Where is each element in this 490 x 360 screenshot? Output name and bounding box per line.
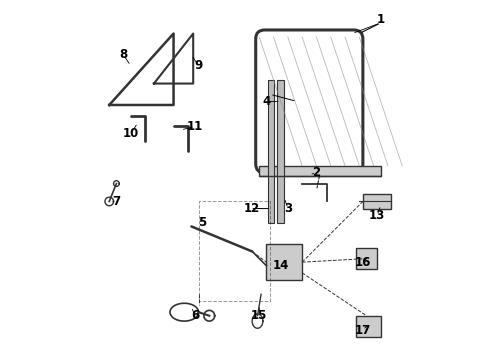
Text: 17: 17 bbox=[355, 324, 371, 337]
Text: 8: 8 bbox=[120, 49, 128, 62]
Text: 5: 5 bbox=[198, 216, 206, 229]
Text: 12: 12 bbox=[244, 202, 260, 215]
Text: 4: 4 bbox=[262, 95, 270, 108]
Polygon shape bbox=[363, 194, 392, 208]
Polygon shape bbox=[259, 166, 381, 176]
Text: 15: 15 bbox=[251, 309, 268, 322]
Text: 1: 1 bbox=[377, 13, 385, 26]
Polygon shape bbox=[267, 244, 302, 280]
Polygon shape bbox=[356, 248, 377, 269]
Text: 16: 16 bbox=[355, 256, 371, 269]
Polygon shape bbox=[268, 80, 273, 223]
Text: 3: 3 bbox=[284, 202, 292, 215]
Text: 7: 7 bbox=[112, 195, 121, 208]
Text: 9: 9 bbox=[195, 59, 203, 72]
Text: 10: 10 bbox=[122, 127, 139, 140]
Text: 6: 6 bbox=[191, 309, 199, 322]
Text: 2: 2 bbox=[313, 166, 320, 179]
Text: 14: 14 bbox=[272, 259, 289, 272]
Polygon shape bbox=[356, 316, 381, 337]
Polygon shape bbox=[277, 80, 284, 223]
Text: 13: 13 bbox=[369, 209, 385, 222]
Text: 11: 11 bbox=[187, 120, 203, 133]
